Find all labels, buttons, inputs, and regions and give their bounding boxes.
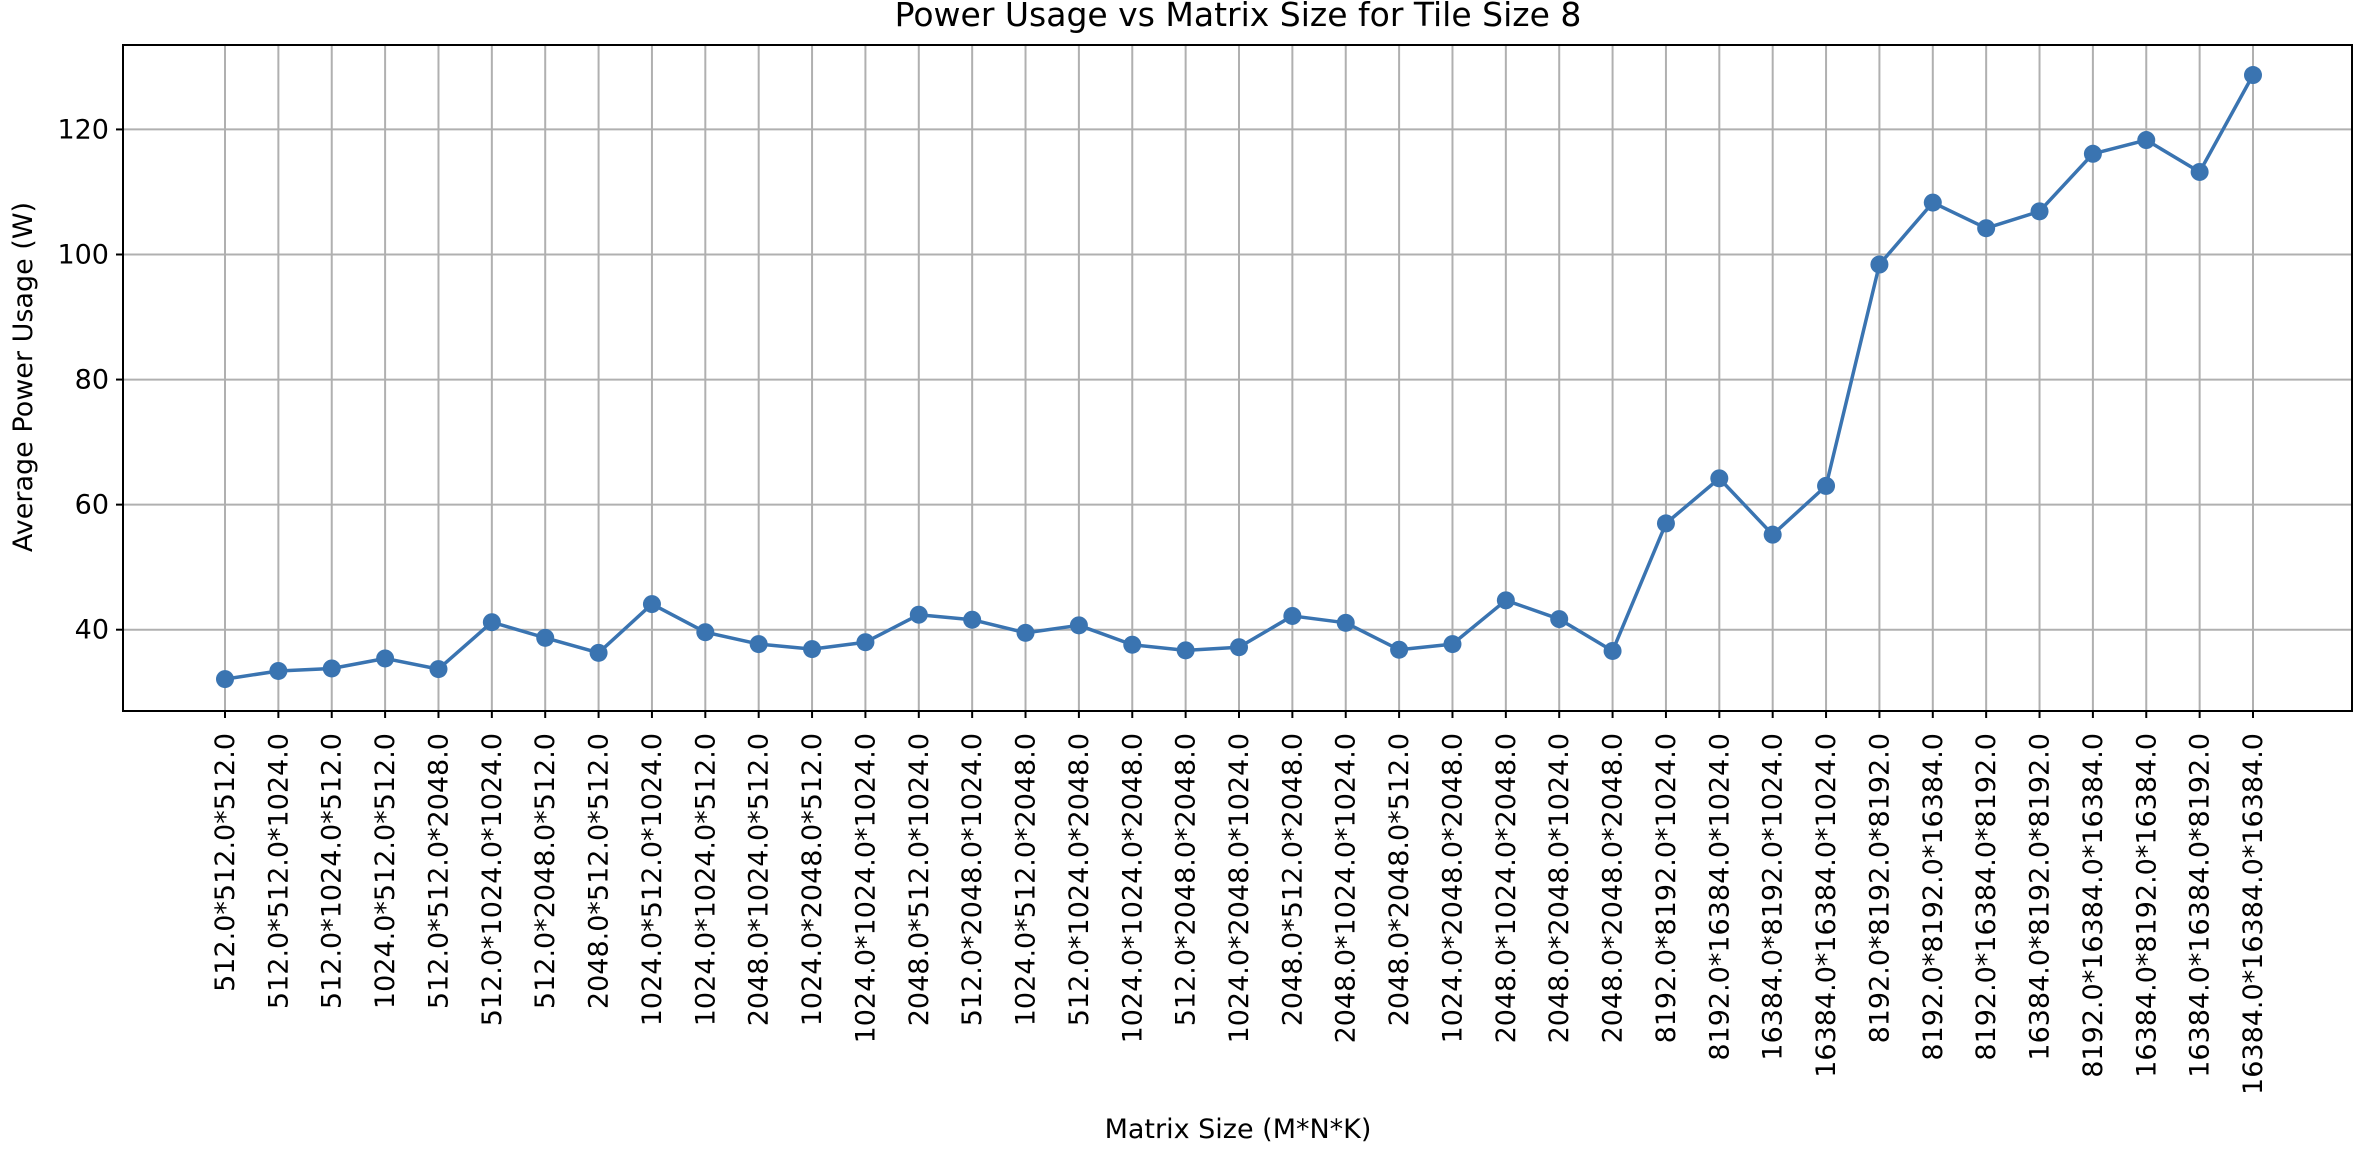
data-point — [856, 633, 875, 652]
data-point — [482, 613, 501, 632]
x-tick-label: 2048.0*1024.0*512.0 — [744, 733, 775, 1026]
x-tick-label: 512.0*512.0*512.0 — [210, 733, 241, 992]
plot-frame — [122, 44, 2353, 712]
y-tick-label: 60 — [75, 490, 109, 521]
x-tick-label: 1024.0*1024.0*1024.0 — [850, 733, 881, 1043]
data-point — [1763, 525, 1782, 544]
x-tick-label: 16384.0*8192.0*8192.0 — [2025, 733, 2056, 1061]
data-point — [1656, 514, 1675, 533]
x-tick-label: 16384.0*8192.0*16384.0 — [2131, 733, 2162, 1078]
data-point — [269, 661, 288, 680]
data-point — [1016, 623, 1035, 642]
x-tick-label: 512.0*2048.0*512.0 — [530, 733, 561, 1009]
data-point — [2190, 162, 2209, 181]
data-point — [1390, 640, 1409, 659]
data-point — [429, 660, 448, 679]
y-axis-label: Average Power Usage (W) — [8, 202, 39, 552]
y-tick-label: 80 — [75, 365, 109, 396]
data-point — [1069, 616, 1088, 635]
x-tick-label: 512.0*512.0*2048.0 — [423, 733, 454, 1009]
x-tick-label: 2048.0*2048.0*1024.0 — [1544, 733, 1575, 1043]
data-point — [322, 659, 341, 678]
x-tick-label: 2048.0*512.0*2048.0 — [1277, 733, 1308, 1026]
x-tick-label: 1024.0*512.0*1024.0 — [637, 733, 668, 1026]
x-tick-label: 1024.0*2048.0*1024.0 — [1224, 733, 1255, 1043]
data-point — [1176, 641, 1195, 660]
x-tick-label: 1024.0*512.0*2048.0 — [1011, 733, 1042, 1026]
data-point — [909, 605, 928, 624]
data-point — [2244, 66, 2262, 85]
x-tick-label: 2048.0*2048.0*2048.0 — [1598, 733, 1629, 1043]
data-point — [1336, 613, 1355, 632]
y-tick-label: 120 — [57, 114, 109, 145]
x-tick-label: 8192.0*16384.0*1024.0 — [1704, 733, 1735, 1061]
y-axis-ticks: 40 60 80 100 120 — [57, 114, 123, 646]
x-tick-label: 8192.0*8192.0*16384.0 — [1918, 733, 1949, 1061]
x-tick-label: 8192.0*8192.0*8192.0 — [1864, 733, 1895, 1043]
x-tick-label: 2048.0*512.0*1024.0 — [904, 733, 935, 1026]
x-tick-label: 16384.0*16384.0*8192.0 — [2185, 733, 2216, 1078]
x-tick-label: 8192.0*16384.0*16384.0 — [2078, 733, 2109, 1078]
x-tick-label: 2048.0*1024.0*2048.0 — [1491, 733, 1522, 1043]
data-point — [2030, 202, 2049, 221]
data-point — [642, 595, 661, 614]
data-point — [2083, 144, 2102, 163]
x-tick-label: 16384.0*16384.0*16384.0 — [2238, 733, 2269, 1095]
data-point — [1496, 591, 1515, 610]
x-tick-label: 2048.0*2048.0*512.0 — [1384, 733, 1415, 1026]
data-point — [696, 623, 715, 642]
data-point — [1603, 641, 1622, 660]
x-tick-label: 16384.0*16384.0*1024.0 — [1811, 733, 1842, 1078]
x-tick-label: 2048.0*1024.0*1024.0 — [1331, 733, 1362, 1043]
x-axis-ticks: 512.0*512.0*512.0 512.0*512.0*1024.0 512.0… — [210, 711, 2269, 1095]
data-point — [963, 610, 982, 629]
x-tick-label: 512.0*512.0*1024.0 — [263, 733, 294, 1009]
x-tick-label: 1024.0*2048.0*512.0 — [797, 733, 828, 1026]
data-point — [376, 649, 395, 668]
x-tick-label: 8192.0*8192.0*1024.0 — [1651, 733, 1682, 1043]
series-layer — [216, 66, 2262, 689]
data-point — [1923, 193, 1942, 212]
x-tick-label: 1024.0*2048.0*2048.0 — [1437, 733, 1468, 1043]
x-tick-label: 1024.0*512.0*512.0 — [370, 733, 401, 1009]
x-tick-label: 1024.0*1024.0*2048.0 — [1117, 733, 1148, 1043]
x-tick-label: 512.0*1024.0*2048.0 — [1064, 733, 1095, 1026]
x-tick-label: 512.0*1024.0*1024.0 — [477, 733, 508, 1026]
data-point — [749, 635, 768, 654]
data-point — [1817, 476, 1836, 495]
y-tick-label: 40 — [75, 615, 109, 646]
grid-lines — [123, 45, 2352, 711]
x-tick-label: 512.0*2048.0*1024.0 — [957, 733, 988, 1026]
data-point — [1230, 638, 1248, 657]
chart-title: Power Usage vs Matrix Size for Tile Size… — [895, 0, 1582, 34]
data-point — [536, 628, 555, 647]
data-point — [1443, 635, 1462, 654]
x-axis-label: Matrix Size (M*N*K) — [1105, 1114, 1372, 1145]
x-tick-label: 8192.0*16384.0*8192.0 — [1971, 733, 2002, 1061]
x-tick-label: 2048.0*512.0*512.0 — [584, 733, 615, 1009]
x-tick-label: 512.0*1024.0*512.0 — [317, 733, 348, 1009]
data-point — [803, 640, 822, 659]
x-tick-label: 1024.0*1024.0*512.0 — [690, 733, 721, 1026]
data-point — [1710, 469, 1729, 488]
y-tick-label: 100 — [57, 239, 109, 270]
data-point — [1977, 219, 1996, 238]
data-point — [2137, 131, 2156, 150]
x-tick-label: 16384.0*8192.0*1024.0 — [1758, 733, 1789, 1061]
data-point — [589, 643, 608, 662]
data-point — [216, 670, 234, 689]
data-point — [1870, 255, 1889, 274]
data-point — [1550, 610, 1569, 629]
data-point — [1283, 606, 1302, 625]
data-point — [1123, 635, 1142, 654]
x-tick-label: 512.0*2048.0*2048.0 — [1171, 733, 1202, 1026]
